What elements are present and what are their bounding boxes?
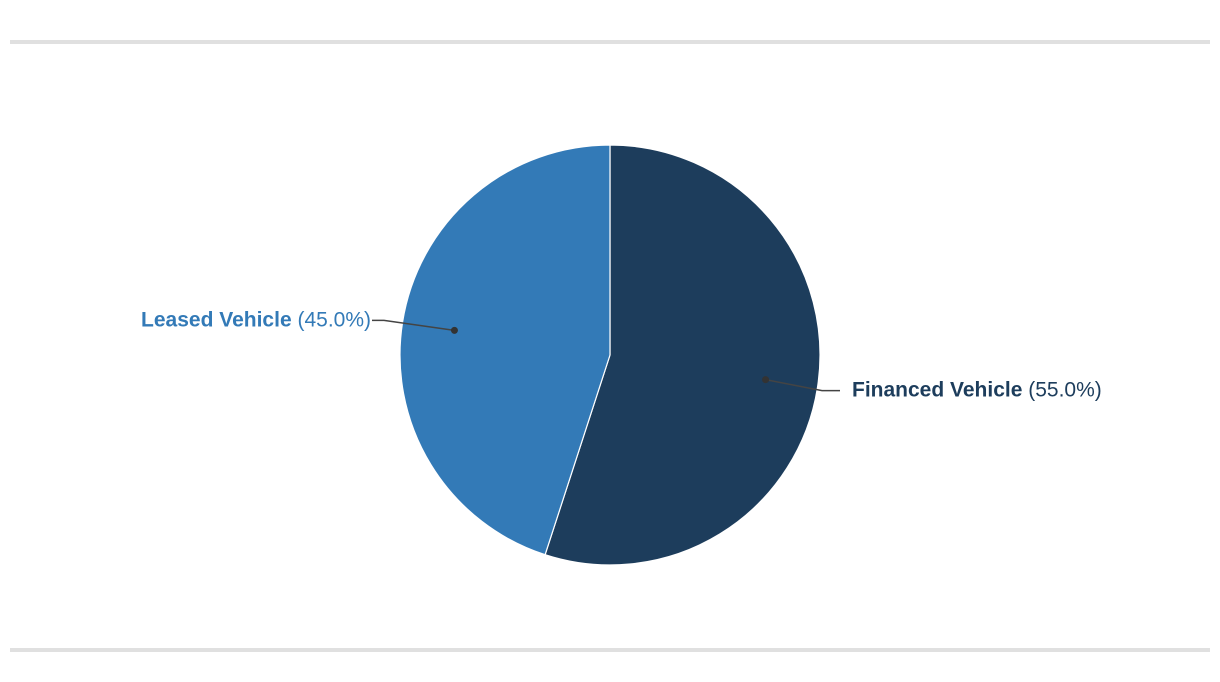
slice-name: Financed Vehicle [852,378,1022,401]
pie-slice [544,144,821,566]
slice-value-label: (55.0%) [1028,378,1102,401]
slice-name: Leased Vehicle [141,308,292,331]
leader-dot [762,376,770,384]
top-divider [10,40,1210,44]
leader-line [765,378,840,392]
leader-dot [450,326,458,334]
leader-line [372,319,455,332]
bottom-divider [10,648,1210,652]
slice-value-label: (45.0%) [297,308,371,331]
slice-label: Financed Vehicle (55.0%) [852,378,1102,401]
pie-slice [399,144,611,556]
slice-label: Leased Vehicle (45.0%) [141,308,371,331]
